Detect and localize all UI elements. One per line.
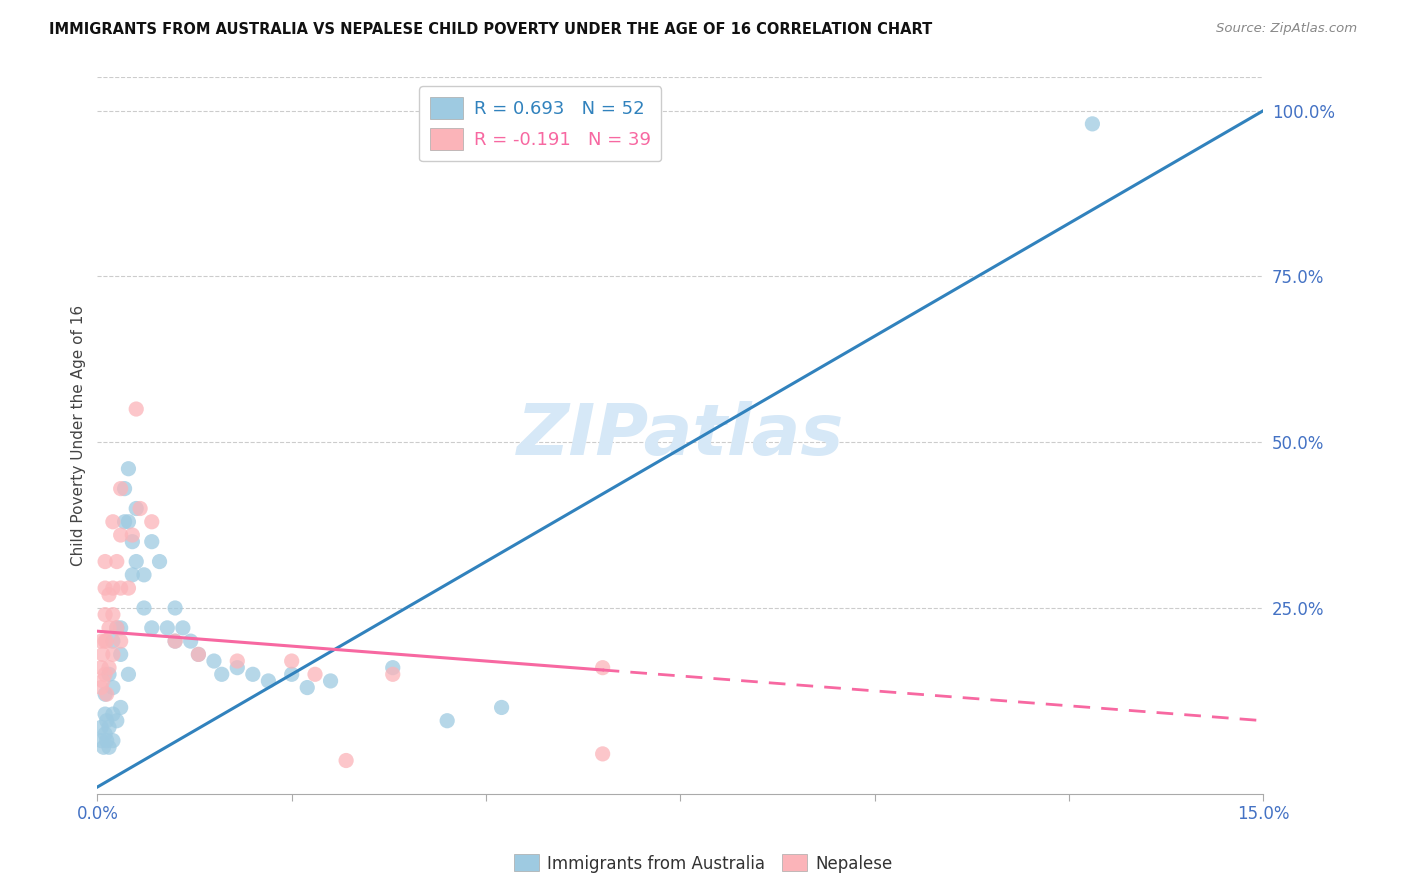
Point xyxy=(110,581,132,595)
Point xyxy=(117,581,139,595)
Point xyxy=(90,681,112,695)
Point xyxy=(242,667,264,681)
Point xyxy=(94,687,117,701)
Point xyxy=(141,515,163,529)
Point xyxy=(101,681,124,695)
Point xyxy=(105,555,128,569)
Point xyxy=(297,681,319,695)
Text: Source: ZipAtlas.com: Source: ZipAtlas.com xyxy=(1216,22,1357,36)
Point xyxy=(94,727,117,741)
Point xyxy=(98,621,121,635)
Point xyxy=(110,482,132,496)
Point xyxy=(132,567,155,582)
Point xyxy=(96,634,118,648)
Point xyxy=(96,733,118,747)
Point xyxy=(141,621,163,635)
Point xyxy=(381,661,404,675)
Point xyxy=(96,714,118,728)
Point xyxy=(91,673,114,688)
Point xyxy=(187,648,209,662)
Point xyxy=(93,740,115,755)
Point xyxy=(94,634,117,648)
Point xyxy=(304,667,326,681)
Point xyxy=(90,661,112,675)
Text: IMMIGRANTS FROM AUSTRALIA VS NEPALESE CHILD POVERTY UNDER THE AGE OF 16 CORRELAT: IMMIGRANTS FROM AUSTRALIA VS NEPALESE CH… xyxy=(49,22,932,37)
Point xyxy=(121,534,143,549)
Point xyxy=(148,555,170,569)
Point xyxy=(110,621,132,635)
Point xyxy=(94,607,117,622)
Point xyxy=(125,402,148,417)
Point xyxy=(156,621,179,635)
Point xyxy=(94,555,117,569)
Point xyxy=(121,528,143,542)
Point xyxy=(172,621,194,635)
Legend: Immigrants from Australia, Nepalese: Immigrants from Australia, Nepalese xyxy=(508,847,898,880)
Point xyxy=(491,700,513,714)
Point xyxy=(202,654,225,668)
Point xyxy=(141,534,163,549)
Point xyxy=(94,667,117,681)
Point xyxy=(1081,117,1104,131)
Point xyxy=(280,654,302,668)
Point xyxy=(436,714,458,728)
Point xyxy=(101,607,124,622)
Point xyxy=(98,667,121,681)
Point xyxy=(129,501,152,516)
Legend: R = 0.693   N = 52, R = -0.191   N = 39: R = 0.693 N = 52, R = -0.191 N = 39 xyxy=(419,87,661,161)
Point xyxy=(280,667,302,681)
Point xyxy=(117,461,139,475)
Point xyxy=(101,648,124,662)
Point xyxy=(94,707,117,722)
Point xyxy=(101,733,124,747)
Point xyxy=(125,555,148,569)
Point xyxy=(117,667,139,681)
Point xyxy=(98,661,121,675)
Point xyxy=(101,707,124,722)
Point xyxy=(101,634,124,648)
Point xyxy=(105,621,128,635)
Point xyxy=(105,714,128,728)
Point xyxy=(94,581,117,595)
Point xyxy=(110,634,132,648)
Point xyxy=(101,515,124,529)
Point xyxy=(114,482,136,496)
Point xyxy=(101,581,124,595)
Point xyxy=(98,588,121,602)
Point xyxy=(132,601,155,615)
Point xyxy=(335,754,357,768)
Point xyxy=(90,720,112,734)
Point xyxy=(226,654,249,668)
Point xyxy=(105,621,128,635)
Text: ZIPatlas: ZIPatlas xyxy=(516,401,844,470)
Point xyxy=(90,733,112,747)
Point xyxy=(91,648,114,662)
Point xyxy=(257,673,280,688)
Point xyxy=(211,667,233,681)
Point xyxy=(319,673,342,688)
Point xyxy=(592,747,614,761)
Point xyxy=(110,700,132,714)
Point xyxy=(226,661,249,675)
Point xyxy=(110,648,132,662)
Point xyxy=(114,515,136,529)
Point xyxy=(121,567,143,582)
Y-axis label: Child Poverty Under the Age of 16: Child Poverty Under the Age of 16 xyxy=(72,305,86,566)
Point xyxy=(96,687,118,701)
Point xyxy=(187,648,209,662)
Point xyxy=(90,634,112,648)
Point xyxy=(98,740,121,755)
Point xyxy=(110,528,132,542)
Point xyxy=(117,515,139,529)
Point xyxy=(125,501,148,516)
Point xyxy=(165,601,187,615)
Point xyxy=(165,634,187,648)
Point xyxy=(592,661,614,675)
Point xyxy=(381,667,404,681)
Point xyxy=(180,634,202,648)
Point xyxy=(165,634,187,648)
Point xyxy=(98,720,121,734)
